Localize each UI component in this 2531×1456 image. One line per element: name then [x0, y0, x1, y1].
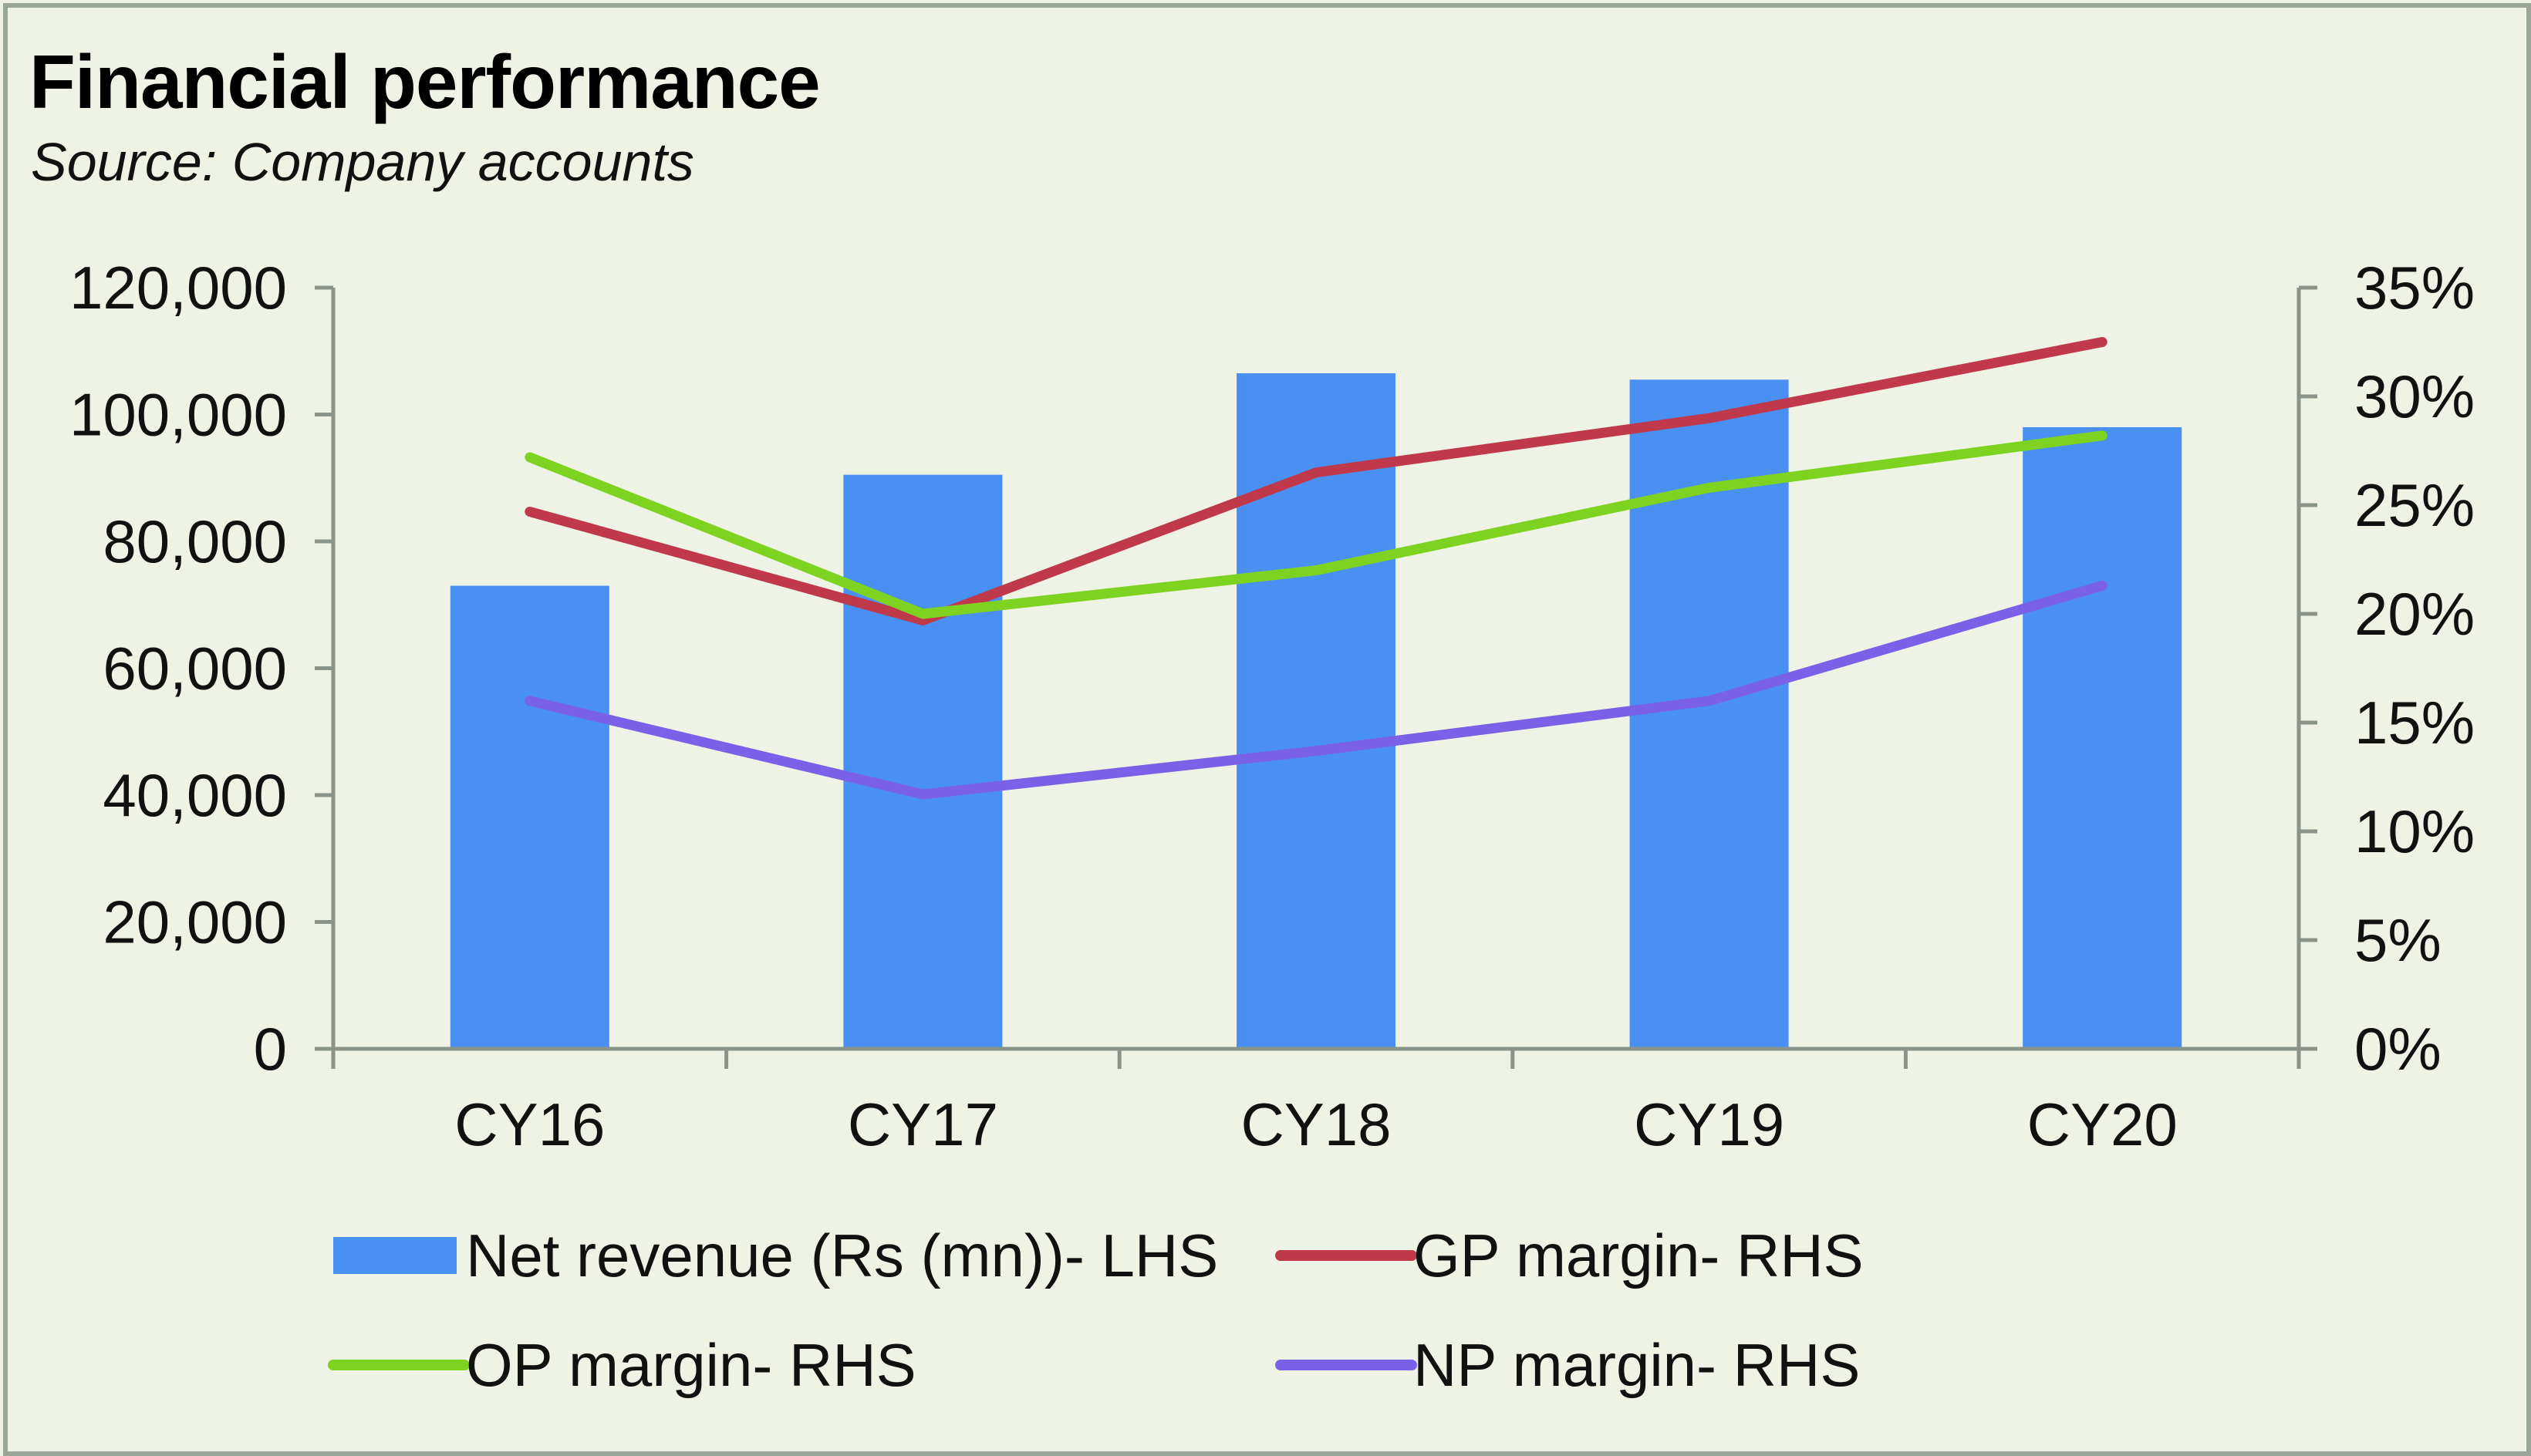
line-np-margin [525, 580, 2107, 800]
bar-cy16 [450, 585, 609, 1049]
chart-title: Financial performance [29, 39, 821, 124]
y-right-tick-label: 5% [2354, 906, 2442, 974]
y-right-tick-label: 15% [2354, 689, 2475, 757]
y-right-tick-label: 30% [2354, 362, 2475, 430]
y-right-tick-label: 0% [2354, 1015, 2442, 1083]
line-op-margin [525, 430, 2107, 619]
y-left-tick-label: 120,000 [69, 254, 287, 322]
legend-label-net: Net revenue (Rs (mn))- LHS [466, 1222, 1218, 1289]
x-tick-label-cy19: CY19 [1634, 1090, 1784, 1158]
chart-subtitle: Source: Company accounts [31, 132, 694, 192]
y-right-tick-label: 20% [2354, 580, 2475, 648]
line-gp-margin [525, 337, 2107, 625]
y-left-tick-label: 40,000 [103, 761, 287, 829]
y-left-tick-label: 0 [254, 1015, 287, 1083]
y-left-tick-label: 60,000 [103, 635, 287, 703]
y-right-tick-label: 10% [2354, 797, 2475, 865]
x-tick-label-cy16: CY16 [454, 1090, 605, 1158]
bar-cy20 [2023, 426, 2182, 1049]
legend-swatch-net [333, 1237, 457, 1274]
y-left-tick-label: 80,000 [103, 507, 287, 575]
legend-label-gp: GP margin- RHS [1413, 1222, 1864, 1289]
x-tick-label-cy18: CY18 [1240, 1090, 1391, 1158]
bar-cy17 [843, 474, 1003, 1049]
y-right-tick-label: 25% [2354, 471, 2475, 539]
x-tick-label-cy20: CY20 [2027, 1090, 2178, 1158]
legend-label-np: NP margin- RHS [1413, 1331, 1860, 1399]
y-left-tick-label: 20,000 [103, 888, 287, 956]
bar-cy18 [1237, 373, 1395, 1050]
y-right-tick-label: 35% [2354, 254, 2475, 322]
x-tick-label-cy17: CY17 [848, 1090, 998, 1158]
y-left-tick-label: 100,000 [69, 381, 287, 449]
legend-label-op: OP margin- RHS [466, 1331, 916, 1399]
